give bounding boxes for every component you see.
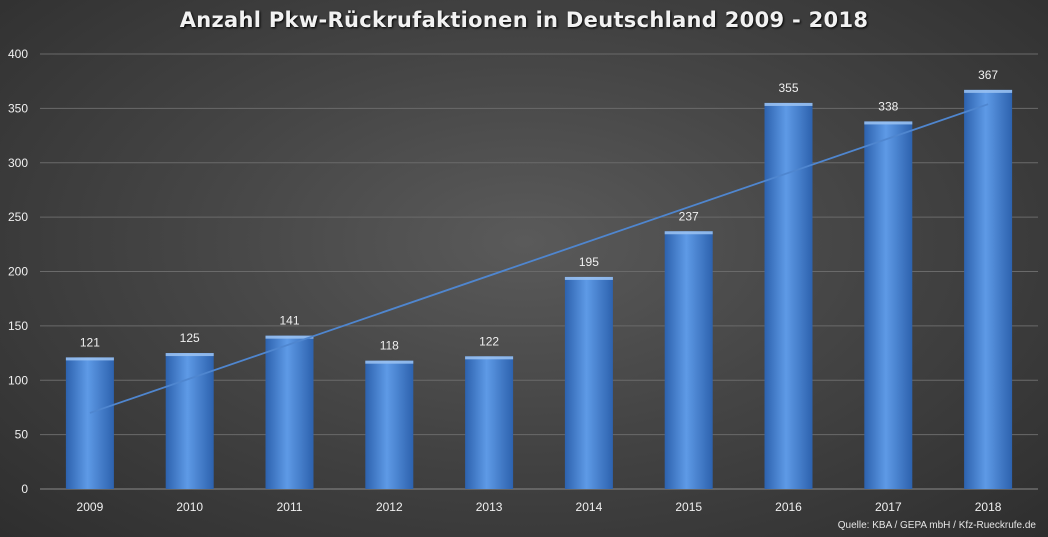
bar-top-highlight [165,353,214,357]
bar [165,353,214,489]
x-tick-label: 2018 [975,500,1002,514]
bar [564,276,613,489]
data-label: 122 [479,334,499,348]
chart-title: Anzahl Pkw-Rückrufaktionen in Deutschlan… [179,8,869,32]
bar [465,356,514,489]
bar-top-highlight [564,276,613,280]
x-tick-label: 2010 [176,500,203,514]
bar-top-highlight [365,360,414,364]
y-tick-label: 50 [15,428,29,442]
bar [964,89,1013,489]
bar [664,231,713,489]
x-tick-label: 2014 [576,500,603,514]
y-tick-label: 250 [8,210,28,224]
y-tick-label: 0 [21,482,28,496]
trendline-path [89,103,989,414]
data-label: 338 [878,99,898,113]
data-label: 367 [978,68,998,82]
data-label: 237 [679,209,699,223]
x-tick-label: 2016 [775,500,802,514]
data-label: 195 [579,255,599,269]
y-tick-label: 150 [8,319,28,333]
x-axis: 2009 2010 2011 2012 2013 2014 2015 2016 2017 2018 [77,500,1002,514]
bar-top-highlight [764,102,813,106]
bar-top-highlight [964,89,1013,93]
y-tick-label: 300 [8,156,28,170]
data-label: 125 [180,331,200,345]
bar [265,335,314,489]
bar-top-highlight [864,121,913,125]
bar [864,121,913,490]
bar [65,357,114,489]
trendline [89,103,989,414]
bar-top-highlight [65,357,114,361]
bar [764,102,813,489]
x-tick-label: 2017 [875,500,902,514]
data-label: 141 [279,314,299,328]
bar-top-highlight [465,356,514,360]
x-tick-label: 2015 [675,500,702,514]
bar [365,360,414,489]
y-tick-label: 200 [8,265,28,279]
y-tick-label: 350 [8,101,28,115]
source-note: Quelle: KBA / GEPA mbH / Kfz-Rueckrufe.d… [837,520,1036,531]
bar-top-highlight [265,335,314,339]
y-tick-label: 400 [8,47,28,61]
data-label: 355 [778,81,798,95]
y-axis: 0 50 100 150 200 250 300 350 400 [8,47,28,496]
data-label: 121 [80,335,100,349]
data-labels: 121 125 141 118 122 195 237 355 338 367 [80,68,999,353]
bar-top-highlight [664,231,713,235]
x-tick-label: 2013 [476,500,503,514]
data-label: 118 [380,339,399,353]
x-tick-label: 2011 [277,500,303,514]
bars [65,89,1013,490]
y-tick-label: 100 [8,373,28,387]
x-tick-label: 2009 [77,500,104,514]
x-tick-label: 2012 [376,500,403,514]
